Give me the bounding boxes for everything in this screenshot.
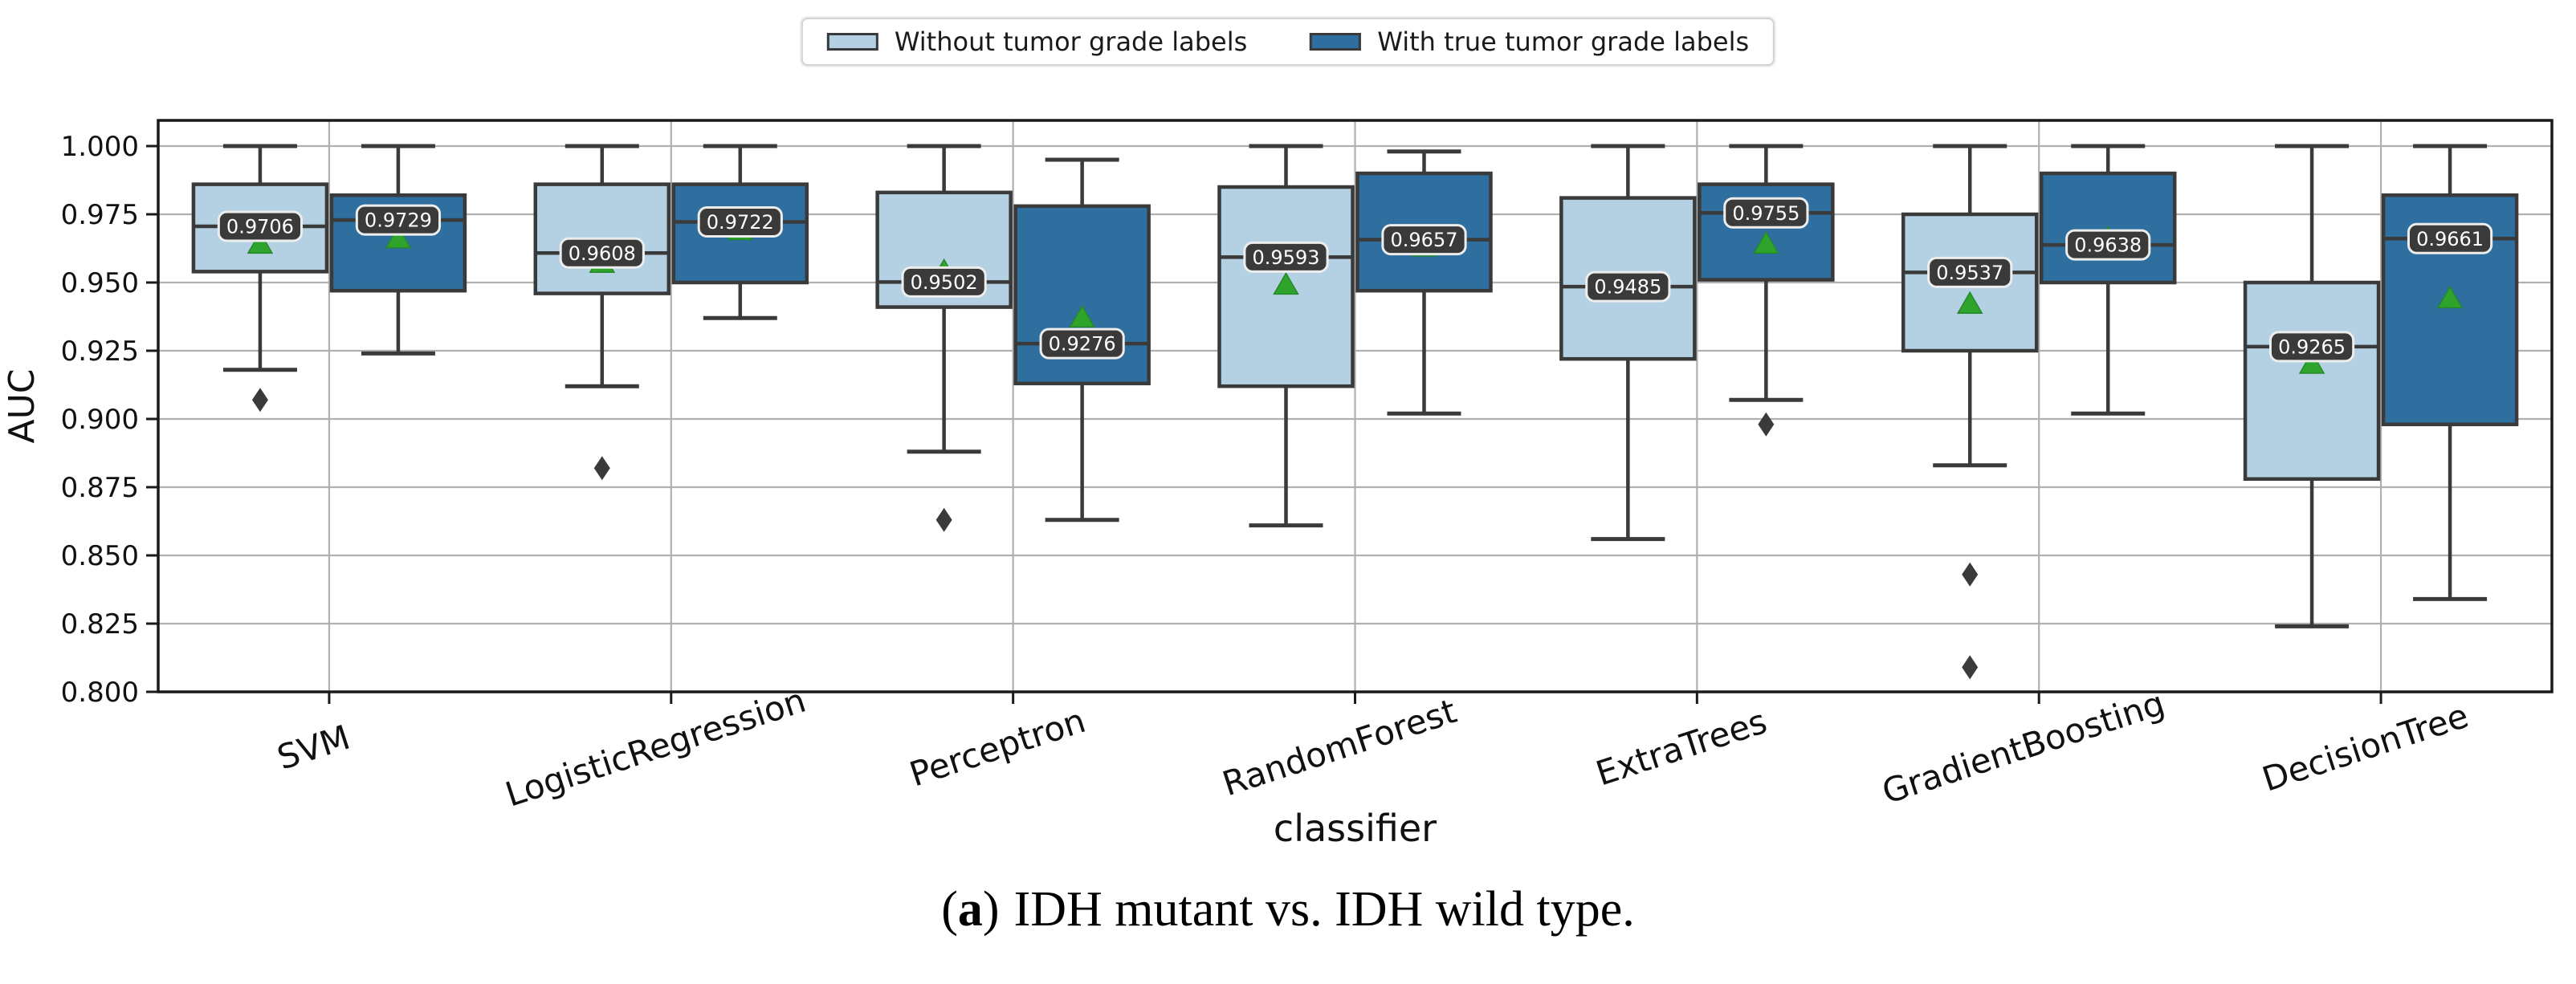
figure-caption: (a) IDH mutant vs. IDH wild type. [0, 881, 2576, 938]
outlier-diamond-icon [251, 388, 268, 413]
x-tick-label-DecisionTree: DecisionTree [2257, 696, 2472, 799]
median-value-label: 0.9276 [1049, 333, 1116, 356]
median-label-pill [901, 266, 987, 298]
outlier-diamond-icon [935, 507, 952, 532]
mean-triangle-icon [1956, 291, 1983, 314]
median-label-pill [2065, 229, 2151, 261]
mean-triangle-icon [1273, 271, 1299, 295]
box-Perceptron-with: 0.9276 [1013, 157, 1151, 522]
legend-entry-with: With true tumor grade labels [1310, 26, 1749, 57]
box-GradientBoosting-with: 0.9638 [2039, 144, 2177, 416]
y-tick-label: 0.925 [61, 335, 139, 368]
median-value-label: 0.9265 [2278, 335, 2346, 358]
mean-triangle-icon [385, 226, 412, 249]
median-value-label: 0.9537 [1936, 262, 2003, 284]
y-tick-label: 0.900 [61, 404, 139, 436]
series-with-labels: 0.9729 0.9722 0.9276 0.9657 0.9755 0.9638 0.96… [329, 144, 2519, 601]
y-tick-label: 0.800 [61, 677, 139, 709]
median-value-label: 0.9638 [2074, 234, 2142, 257]
median-label-pill [1039, 327, 1125, 360]
y-tick-label: 0.975 [61, 199, 139, 231]
x-tick-label-Perceptron: Perceptron [905, 701, 1090, 795]
box-RandomForest-with: 0.9657 [1355, 149, 1493, 416]
median-label-pill [217, 210, 304, 242]
legend-label-with: With true tumor grade labels [1377, 26, 1750, 57]
median-label-pill [2268, 331, 2355, 363]
mean-triangle-icon [1069, 304, 1095, 327]
median-label-pill [1723, 197, 1809, 229]
median-label-pill [355, 204, 442, 236]
median-label-pill [1381, 224, 1467, 256]
y-tick-label: 0.875 [61, 472, 139, 504]
median-value-label: 0.9722 [707, 211, 774, 234]
median-value-label: 0.9608 [569, 242, 636, 265]
gridlines [158, 120, 2552, 693]
median-label-pill [1585, 270, 1671, 303]
x-axis: SVM LogisticRegression Perceptron RandomFor… [272, 681, 2473, 815]
median-label-pill [559, 237, 645, 269]
median-label-pill [697, 206, 783, 238]
box-LogisticRegression-with: 0.9722 [671, 144, 809, 320]
box-LogisticRegression-without: 0.9608 [533, 144, 671, 481]
caption-paren-close: ) [982, 882, 1000, 937]
y-tick-label: 0.825 [61, 608, 139, 640]
y-tick-label: 0.850 [61, 540, 139, 572]
legend-label-without: Without tumor grade labels [894, 26, 1248, 57]
x-tick-label-LogisticRegression: LogisticRegression [501, 681, 811, 815]
median-value-label: 0.9657 [1391, 229, 1458, 251]
x-tick-label-GradientBoosting: GradientBoosting [1877, 683, 2170, 811]
caption-letter: a [957, 882, 983, 937]
mean-triangle-icon [2436, 285, 2464, 309]
box-ExtraTrees-with: 0.9755 [1698, 144, 1835, 437]
outlier-diamond-icon [1758, 412, 1775, 437]
median-label-pill [1243, 241, 1329, 273]
iqr-box [2243, 280, 2381, 482]
legend-entry-without: Without tumor grade labels [826, 26, 1248, 57]
median-value-label: 0.9485 [1594, 276, 1661, 299]
outlier-diamond-icon [593, 456, 610, 481]
iqr-box [671, 182, 809, 285]
box-DecisionTree-without: 0.9265 [2243, 144, 2381, 628]
box-GradientBoosting-without: 0.9537 [1901, 144, 2039, 680]
mean-triangle-icon [2298, 351, 2325, 374]
y-tick-label: 1.000 [61, 131, 139, 163]
legend-swatch-with-icon [1310, 33, 1362, 51]
outlier-diamond-icon [1962, 562, 1979, 587]
caption-text: IDH mutant vs. IDH wild type. [1013, 882, 1635, 937]
median-value-label: 0.9729 [365, 209, 432, 232]
median-label-pill [2407, 222, 2493, 254]
y-axis: 1.000 0.975 0.950 0.925 0.900 0.875 0.850 0.825… [61, 131, 158, 709]
x-tick-label-RandomForest: RandomForest [1217, 691, 1461, 803]
y-axis-title: AUC [2, 368, 43, 443]
median-value-label: 0.9706 [226, 215, 294, 238]
median-value-label: 0.9593 [1253, 246, 1320, 269]
y-tick-label: 0.950 [61, 267, 139, 299]
x-tick-label-SVM: SVM [272, 718, 354, 778]
box-ExtraTrees-without: 0.9485 [1559, 144, 1697, 542]
box-DecisionTree-with: 0.9661 [2381, 144, 2519, 601]
box-SVM-without: 0.9706 [191, 144, 329, 413]
legend: Without tumor grade labels With true tum… [801, 18, 1775, 66]
box-RandomForest-without: 0.9593 [1217, 144, 1355, 528]
mean-triangle-icon [247, 230, 274, 254]
box-SVM-with: 0.9729 [329, 144, 467, 356]
x-axis-title: classifier [1274, 807, 1437, 850]
outlier-diamond-icon [1962, 655, 1979, 680]
median-label-pill [1927, 256, 2013, 288]
x-tick-label-ExtraTrees: ExtraTrees [1592, 701, 1772, 794]
series-without-labels: 0.9706 0.9608 0.9502 0.9593 0.9485 0.9537 0.92… [191, 144, 2381, 680]
legend-swatch-without-icon [826, 33, 878, 51]
median-value-label: 0.9755 [1732, 202, 1800, 225]
mean-triangle-icon [1753, 230, 1779, 254]
median-value-label: 0.9502 [911, 271, 978, 294]
box-Perceptron-without: 0.9502 [875, 144, 1013, 532]
median-value-label: 0.9661 [2416, 228, 2484, 250]
caption-paren-open: ( [941, 882, 958, 937]
